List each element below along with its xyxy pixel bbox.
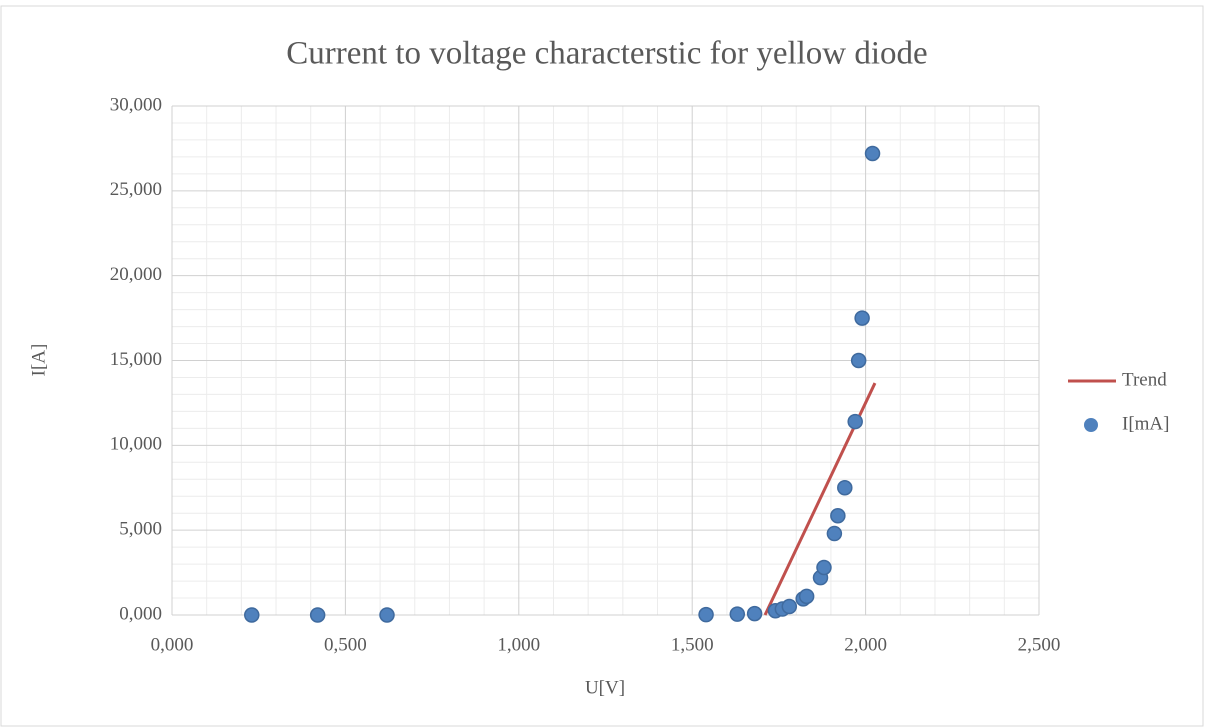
data-point <box>837 480 853 496</box>
y-tick-label: 20,000 <box>110 264 162 285</box>
y-tick-label: 10,000 <box>110 434 162 455</box>
legend-label: I[mA] <box>1122 413 1169 434</box>
data-point <box>729 606 746 622</box>
x-tick-label: 2,000 <box>844 634 887 655</box>
y-tick-label: 5,000 <box>119 519 162 540</box>
data-point <box>798 588 815 605</box>
x-tick-label: 2,500 <box>1018 634 1061 655</box>
data-point <box>864 145 881 162</box>
data-point <box>698 606 714 623</box>
chart-border <box>0 5 1204 727</box>
legend-swatch <box>1084 418 1098 432</box>
legend-label: Trend <box>1122 369 1167 390</box>
data-point <box>746 605 763 622</box>
y-tick-label: 15,000 <box>110 349 162 370</box>
x-tick-label: 0,500 <box>324 634 367 655</box>
data-point <box>244 607 260 623</box>
data-point <box>854 310 870 326</box>
data-point <box>826 525 843 542</box>
data-point <box>816 559 832 576</box>
y-axis-title: I[A] <box>28 344 49 377</box>
data-point <box>379 607 395 623</box>
x-axis-title: U[V] <box>585 677 625 698</box>
y-tick-label: 30,000 <box>110 94 162 115</box>
data-point <box>850 352 867 369</box>
data-point <box>781 598 798 615</box>
x-tick-label: 1,000 <box>497 634 540 655</box>
y-tick-label: 25,000 <box>110 179 162 200</box>
data-point <box>309 607 326 623</box>
data-point <box>847 413 863 430</box>
x-tick-label: 0,000 <box>151 634 194 655</box>
x-tick-label: 1,500 <box>671 634 714 655</box>
y-tick-label: 0,000 <box>119 603 162 624</box>
data-point <box>830 507 846 524</box>
chart-title: Current to voltage characterstic for yel… <box>286 36 927 72</box>
